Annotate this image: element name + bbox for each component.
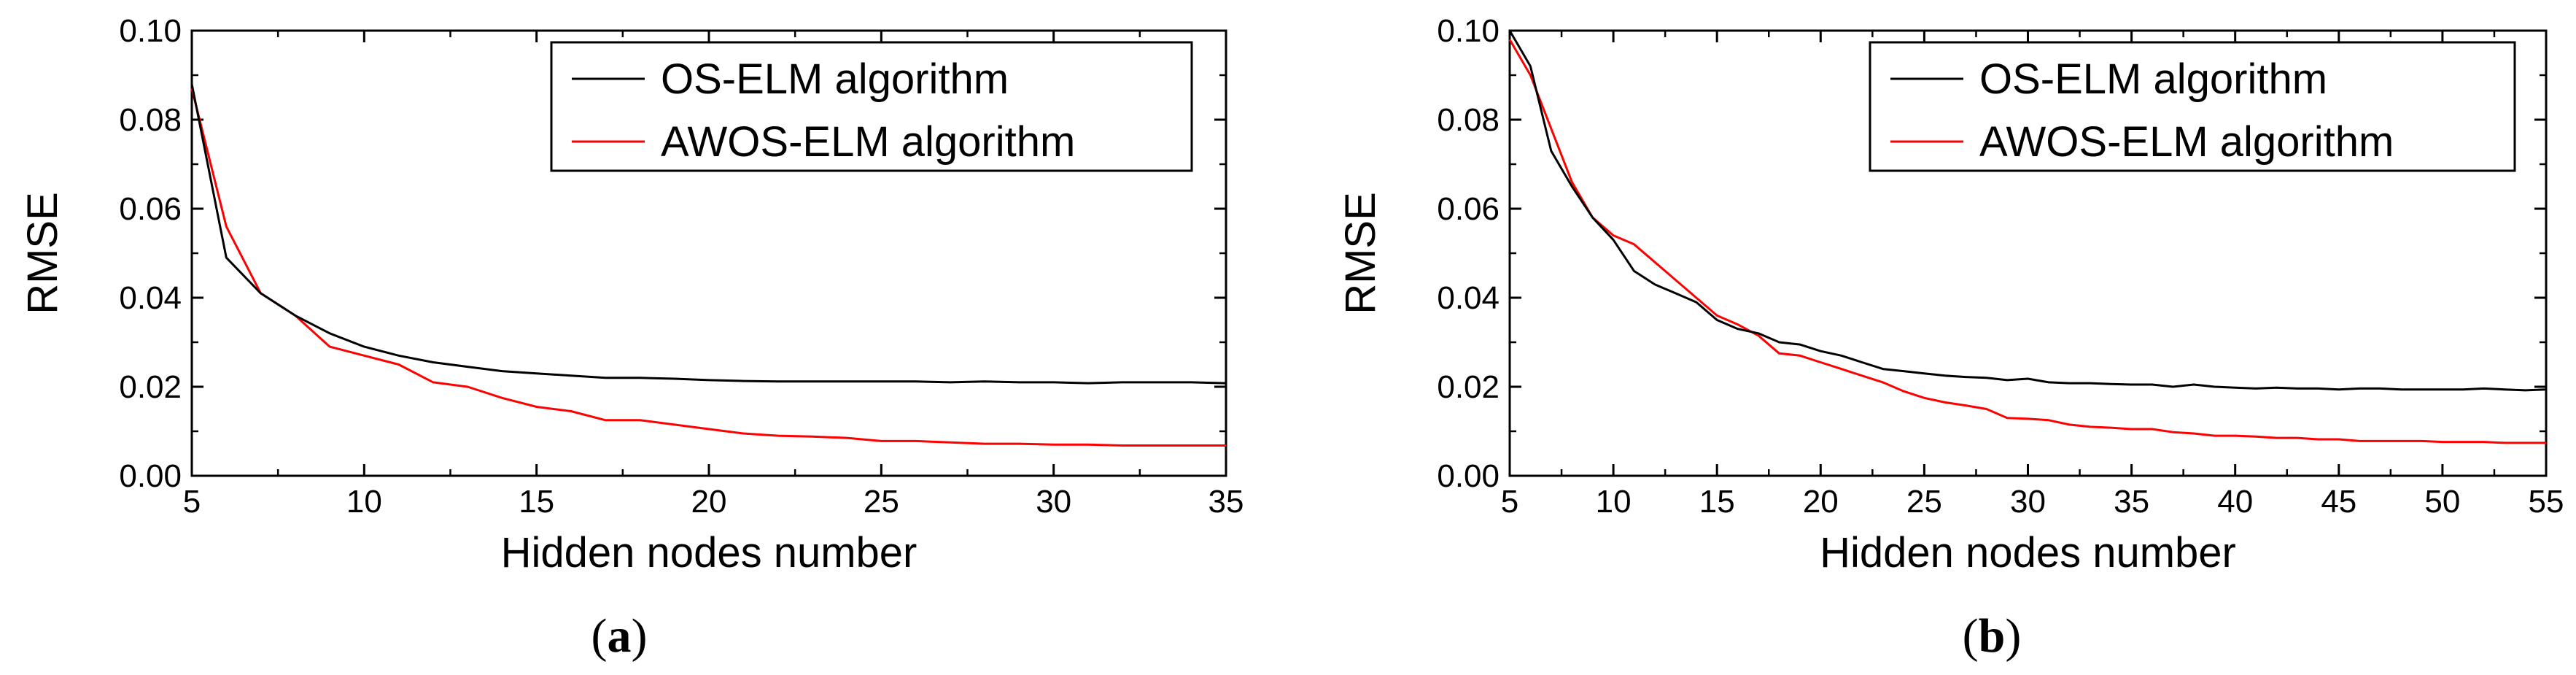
series-line-os-elm-algorithm (190, 83, 1227, 385)
x-tick-label: 30 (2010, 484, 2046, 520)
series-lines-a (190, 83, 1227, 447)
x-tick-label: 25 (864, 484, 899, 520)
x-tick-label: 20 (691, 484, 727, 520)
y-tick-label: 0.10 (119, 13, 182, 49)
legend-box (1869, 41, 2516, 172)
x-axis-title-a: Hidden nodes number (501, 529, 917, 576)
panel-label-b: (b) (1963, 609, 2022, 663)
y-tick-label: 0.02 (119, 369, 182, 405)
y-axis-title-b: RMSE (1337, 192, 1384, 315)
series-line-awos-elm-algorithm (1508, 39, 2546, 444)
x-tick-label: 25 (1906, 484, 1942, 520)
panel-letter-b: b (1979, 609, 2006, 663)
gridless-ticks-a: 5 10 15 20 25 30 35 0.00 0.02 0.04 0.06 0.08 0.10 (119, 13, 1244, 520)
x-tick-label: 15 (1699, 484, 1735, 520)
x-tick-label: 20 (1803, 484, 1839, 520)
legend-label: OS-ELM algorithm (1979, 55, 2327, 103)
y-tick-label: 0.06 (119, 191, 182, 227)
series-line-os-elm-algorithm (1508, 30, 2547, 392)
x-tick-label: 50 (2424, 484, 2460, 520)
legend-label: OS-ELM algorithm (661, 55, 1009, 103)
y-tick-label: 0.04 (1437, 280, 1500, 316)
panel-label-a: (a) (591, 609, 648, 663)
chart-panel-b: 5 10 15 20 25 30 35 40 45 50 55 0.00 0.02 0.04 0.06 0.0… (1337, 13, 2564, 663)
x-tick-label: 45 (2321, 484, 2356, 520)
legend-label: AWOS-ELM algorithm (1979, 118, 2394, 166)
panel-letter-a: a (608, 609, 632, 663)
x-tick-label: 5 (1501, 484, 1518, 520)
legend-box (550, 41, 1193, 172)
x-axis-title-b: Hidden nodes number (1820, 529, 2236, 576)
x-tick-label: 10 (346, 484, 382, 520)
gridless-ticks-b: 5 10 15 20 25 30 35 40 45 50 55 0.00 0.02 0.04 0.06 0.0… (1437, 13, 2564, 520)
x-tick-label: 35 (1209, 484, 1244, 520)
y-tick-label: 0.04 (119, 280, 182, 316)
y-tick-label: 0.00 (1437, 458, 1500, 494)
y-tick-label: 0.10 (1437, 13, 1500, 49)
series-lines-b (1508, 30, 2547, 444)
x-tick-label: 35 (2114, 484, 2149, 520)
legend-label: AWOS-ELM algorithm (661, 118, 1075, 166)
y-tick-label: 0.02 (1437, 369, 1500, 405)
y-axis-title-a: RMSE (19, 192, 66, 315)
x-tick-label: 55 (2529, 484, 2564, 520)
legend-b: OS-ELM algorithm AWOS-ELM algorithm (1869, 41, 2516, 172)
legend-a: OS-ELM algorithm AWOS-ELM algorithm (550, 41, 1193, 172)
y-tick-label: 0.06 (1437, 191, 1500, 227)
x-tick-label: 30 (1036, 484, 1071, 520)
y-tick-label: 0.08 (119, 102, 182, 138)
x-tick-label: 5 (183, 484, 201, 520)
x-tick-label: 15 (519, 484, 554, 520)
y-tick-label: 0.08 (1437, 102, 1500, 138)
chart-panel-a: 5 10 15 20 25 30 35 0.00 0.02 0.04 0.06 0.08 0.10 Hi… (19, 13, 1244, 663)
x-tick-label: 10 (1596, 484, 1632, 520)
series-line-awos-elm-algorithm (190, 88, 1226, 447)
x-tick-label: 40 (2217, 484, 2253, 520)
y-tick-label: 0.00 (119, 458, 182, 494)
